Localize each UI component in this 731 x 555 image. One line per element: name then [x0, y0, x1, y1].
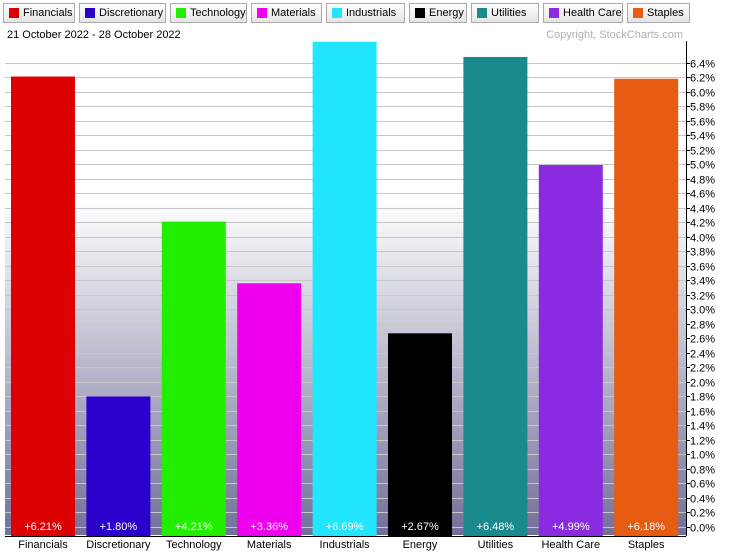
legend-label: Discretionary	[99, 7, 164, 19]
bar-financials	[11, 76, 75, 537]
y-tick-label: 1.6%	[690, 407, 715, 419]
bar-industrials	[312, 41, 377, 536]
x-axis: Financials Discretionary Technology Materia…	[5, 536, 686, 551]
legend-label: Financials	[23, 7, 73, 19]
y-tick-label: 0.2%	[690, 508, 715, 520]
y-tick-label: 4.4%	[690, 204, 715, 216]
copyright-notice: Copyright, StockCharts.com	[546, 29, 683, 41]
y-tick-label: 3.8%	[690, 247, 715, 259]
bar-health-care	[538, 165, 603, 536]
legend-swatch	[257, 8, 267, 18]
y-tick-label: 4.2%	[690, 218, 715, 230]
legend-swatch	[176, 8, 186, 18]
bar-value-label: +6.69%	[326, 521, 364, 533]
y-tick-label: 0.0%	[690, 523, 715, 535]
legend-button-industrials[interactable]: Industrials	[326, 3, 405, 23]
y-axis: 0.0% 0.2% 0.4% 0.6% 0.8% 1.0% 1.2% 1.4% 1.6% 1.8%…	[686, 41, 715, 536]
y-tick-label: 0.6%	[690, 479, 715, 491]
y-tick-label: 1.8%	[690, 392, 715, 404]
x-category-label: Financials	[18, 539, 68, 551]
x-category-label: Discretionary	[86, 539, 151, 551]
y-tick-label: 6.2%	[690, 73, 715, 85]
bar-discretionary	[86, 396, 151, 536]
bar-technology	[161, 221, 226, 536]
y-tick-label: 2.2%	[690, 363, 715, 375]
legend-label: Health Care	[563, 7, 622, 19]
legend-swatch	[9, 8, 19, 18]
y-tick-label: 2.6%	[690, 334, 715, 346]
legend-swatch	[415, 8, 425, 18]
bar-value-label: +6.21%	[24, 521, 62, 533]
legend-swatch	[549, 8, 559, 18]
x-category-label: Utilities	[478, 539, 514, 551]
legend-button-utilities[interactable]: Utilities	[471, 3, 539, 23]
legend-swatch	[332, 8, 342, 18]
x-category-label: Energy	[403, 539, 438, 551]
legend-button-technology[interactable]: Technology	[170, 3, 247, 23]
y-tick-label: 0.8%	[690, 465, 715, 477]
legend-button-financials[interactable]: Financials	[3, 3, 75, 23]
y-tick-label: 5.2%	[690, 146, 715, 158]
y-tick-label: 6.0%	[690, 88, 715, 100]
bar-value-label: +3.36%	[250, 521, 288, 533]
bar-value-label: +6.18%	[627, 521, 665, 533]
bar-energy	[388, 333, 452, 536]
x-category-label: Industrials	[320, 539, 371, 551]
y-tick-label: 2.4%	[690, 349, 715, 361]
bars: +6.21% +1.80% +4.21% +3.36% +6.69% +2.67% +6.4…	[11, 41, 679, 537]
bar-value-label: +4.99%	[552, 521, 590, 533]
y-tick-label: 5.8%	[690, 102, 715, 114]
legend-button-staples[interactable]: Staples	[627, 3, 690, 23]
legend-swatch	[633, 8, 643, 18]
legend-swatch	[477, 8, 487, 18]
bar-value-label: +4.21%	[175, 521, 213, 533]
legend-button-energy[interactable]: Energy	[409, 3, 467, 23]
x-category-label: Health Care	[541, 539, 600, 551]
y-tick-label: 6.4%	[690, 59, 715, 71]
bar-materials	[237, 283, 302, 536]
y-tick-label: 1.2%	[690, 436, 715, 448]
y-tick-label: 2.0%	[690, 378, 715, 390]
legend: Financials Discretionary Technology Materia…	[0, 0, 731, 26]
bar-staples	[614, 78, 679, 536]
legend-label: Energy	[429, 7, 464, 19]
y-tick-label: 4.6%	[690, 189, 715, 201]
legend-button-health-care[interactable]: Health Care	[543, 3, 623, 23]
legend-label: Technology	[190, 7, 246, 19]
x-category-label: Technology	[166, 539, 222, 551]
x-category-label: Materials	[247, 539, 292, 551]
y-tick-label: 5.0%	[690, 160, 715, 172]
bar-value-label: +1.80%	[100, 521, 138, 533]
legend-label: Utilities	[491, 7, 527, 19]
y-tick-label: 1.0%	[690, 450, 715, 462]
legend-button-materials[interactable]: Materials	[251, 3, 322, 23]
legend-label: Industrials	[346, 7, 397, 19]
y-tick-label: 3.6%	[690, 262, 715, 274]
y-tick-label: 5.6%	[690, 117, 715, 129]
y-tick-label: 3.2%	[690, 291, 715, 303]
date-range: 21 October 2022 - 28 October 2022	[7, 29, 181, 41]
y-tick-label: 5.4%	[690, 131, 715, 143]
y-tick-label: 2.8%	[690, 320, 715, 332]
y-tick-label: 1.4%	[690, 421, 715, 433]
legend-button-discretionary[interactable]: Discretionary	[79, 3, 166, 23]
legend-label: Staples	[647, 7, 684, 19]
bar-value-label: +2.67%	[401, 521, 439, 533]
y-tick-label: 4.0%	[690, 233, 715, 245]
bar-value-label: +6.48%	[477, 521, 515, 533]
y-tick-label: 3.4%	[690, 276, 715, 288]
bar-utilities	[463, 56, 528, 536]
legend-swatch	[85, 8, 95, 18]
legend-label: Materials	[271, 7, 316, 19]
y-tick-label: 0.4%	[690, 494, 715, 506]
y-tick-label: 4.8%	[690, 175, 715, 187]
y-tick-label: 3.0%	[690, 305, 715, 317]
x-category-label: Staples	[628, 539, 665, 551]
